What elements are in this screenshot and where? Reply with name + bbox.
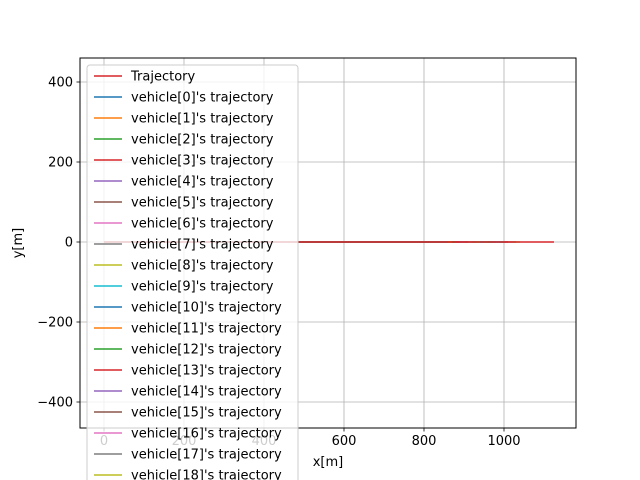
legend-label: vehicle[7]'s trajectory [131,238,274,253]
legend-label: vehicle[13]'s trajectory [131,364,282,379]
legend-label: vehicle[17]'s trajectory [131,448,282,463]
x-tick-label: 600 [332,434,357,449]
y-tick-label: −400 [37,396,73,411]
legend-label: vehicle[4]'s trajectory [131,175,274,190]
legend-label: vehicle[8]'s trajectory [131,259,274,274]
legend-label: vehicle[1]'s trajectory [131,112,274,127]
legend-label: vehicle[6]'s trajectory [131,217,274,232]
legend-label: vehicle[14]'s trajectory [131,385,282,400]
legend-box [86,64,299,480]
y-tick-label: 400 [48,76,73,91]
y-tick-label: 200 [48,156,73,171]
legend-label: vehicle[12]'s trajectory [131,343,282,358]
legend-label: vehicle[16]'s trajectory [131,427,282,442]
legend-label: Trajectory [130,70,195,85]
legend-label: vehicle[3]'s trajectory [131,154,274,169]
y-axis-label: y[m] [11,228,26,259]
legend-label: vehicle[5]'s trajectory [131,196,274,211]
x-axis-label: x[m] [313,455,344,470]
x-tick-label: 1000 [487,434,520,449]
legend-label: vehicle[9]'s trajectory [131,280,274,295]
legend-label: vehicle[2]'s trajectory [131,133,274,148]
legend-label: vehicle[10]'s trajectory [131,301,282,316]
x-tick-label: 800 [412,434,437,449]
legend-label: vehicle[0]'s trajectory [131,91,274,106]
legend-label: vehicle[11]'s trajectory [131,322,282,337]
legend-label: vehicle[18]'s trajectory [131,469,282,480]
legend-label: vehicle[15]'s trajectory [131,406,282,421]
y-tick-label: −200 [37,316,73,331]
axes-frame [79,57,577,429]
legend: Trajectory vehicle[0]'s trajectory vehicle… [86,64,299,480]
y-tick-label: 0 [65,236,73,251]
